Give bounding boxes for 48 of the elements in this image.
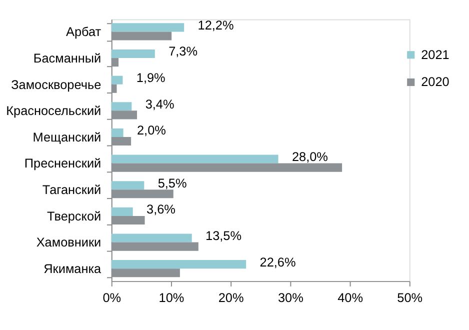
bar	[111, 234, 192, 242]
x-tick-label: 0%	[102, 291, 122, 306]
bar	[111, 136, 132, 146]
y-tick-label: Якиманка	[44, 262, 102, 276]
x-tick-label: 20%	[218, 291, 244, 306]
bar	[111, 110, 138, 120]
bar	[111, 181, 144, 190]
x-tick-label: 10%	[158, 291, 184, 306]
data-label: 22,6%	[260, 255, 296, 270]
y-tick-label: Замоскворечье	[11, 78, 102, 92]
bar	[111, 242, 198, 251]
bar	[111, 154, 278, 164]
bar	[111, 260, 246, 269]
bar	[111, 207, 133, 216]
y-tick-label: Хамовники	[36, 236, 102, 250]
bar	[111, 128, 124, 137]
bar	[111, 49, 155, 58]
x-tick-label: 40%	[338, 291, 363, 306]
bar	[111, 58, 119, 67]
legend-label: 2021	[421, 48, 450, 62]
y-tick-label: Тверской	[47, 209, 102, 224]
data-label: 3,4%	[145, 97, 174, 112]
bar	[111, 23, 184, 32]
data-label: 7,3%	[168, 44, 198, 59]
bar	[111, 32, 172, 40]
data-label: 3,6%	[146, 202, 176, 217]
data-label: 12,2%	[198, 18, 234, 32]
y-tick-label: Арбат	[66, 25, 102, 40]
bar	[111, 84, 117, 93]
bar	[111, 190, 174, 198]
data-label: 13,5%	[206, 228, 242, 243]
bar	[111, 102, 132, 111]
y-tick-label: Пресненский	[24, 156, 102, 171]
data-label: 28,0%	[292, 150, 328, 164]
data-label: 1,9%	[136, 71, 166, 86]
legend-label: 2020	[421, 75, 450, 90]
data-label: 5,5%	[158, 176, 187, 190]
x-tick-label: 30%	[278, 291, 304, 306]
bar	[111, 76, 123, 84]
y-tick-label: Басманный	[33, 51, 102, 66]
y-tick-label: Красносельский	[6, 104, 102, 118]
y-tick-label: Мещанский	[32, 130, 102, 144]
data-label: 2,0%	[136, 124, 166, 138]
bar	[111, 163, 342, 172]
x-tick-label: 50%	[397, 291, 423, 306]
bar	[111, 216, 145, 224]
y-tick-label: Таганский	[42, 183, 102, 198]
bar	[111, 268, 180, 278]
